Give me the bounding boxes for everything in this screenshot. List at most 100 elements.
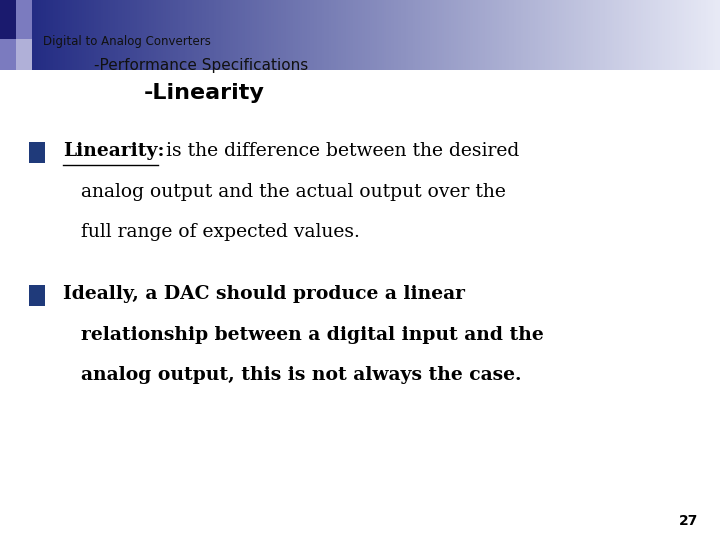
Bar — [329, 0, 333, 70]
Bar — [396, 0, 400, 70]
Bar — [127, 0, 131, 70]
Bar — [552, 0, 556, 70]
Bar — [542, 0, 546, 70]
Bar — [677, 0, 680, 70]
Bar — [156, 0, 160, 70]
Text: 27: 27 — [679, 514, 698, 528]
Bar — [185, 0, 189, 70]
Bar — [485, 0, 489, 70]
Bar — [547, 0, 551, 70]
Bar — [7, 0, 11, 70]
Bar — [81, 0, 86, 70]
Bar — [63, 0, 66, 70]
Bar — [55, 0, 59, 70]
Bar — [194, 0, 198, 70]
Bar — [576, 0, 580, 70]
Bar — [456, 0, 460, 70]
Bar — [502, 0, 505, 70]
Bar — [245, 0, 248, 70]
Bar — [672, 0, 676, 70]
Bar — [182, 0, 186, 70]
Bar — [288, 0, 292, 70]
Bar — [139, 0, 143, 70]
Bar — [639, 0, 642, 70]
Bar — [48, 0, 52, 70]
Bar — [84, 0, 88, 70]
Bar — [101, 0, 104, 70]
Bar — [686, 0, 690, 70]
Bar — [27, 0, 30, 70]
Bar — [151, 0, 155, 70]
Bar — [713, 0, 716, 70]
Bar — [667, 0, 671, 70]
Bar — [221, 0, 225, 70]
Bar — [173, 0, 176, 70]
Bar — [567, 0, 570, 70]
Bar — [670, 0, 673, 70]
Bar — [612, 0, 616, 70]
Bar — [135, 0, 138, 70]
Bar — [482, 0, 486, 70]
Bar — [274, 0, 277, 70]
Bar — [631, 0, 635, 70]
Bar — [207, 0, 210, 70]
Bar — [425, 0, 428, 70]
Bar — [94, 0, 97, 70]
Bar — [252, 0, 256, 70]
Bar — [624, 0, 628, 70]
Bar — [415, 0, 419, 70]
Bar — [711, 0, 714, 70]
Bar — [398, 0, 402, 70]
Bar — [691, 0, 695, 70]
Bar — [180, 0, 184, 70]
Bar — [360, 0, 364, 70]
Bar — [312, 0, 316, 70]
Bar — [675, 0, 678, 70]
Bar — [2, 0, 6, 70]
Bar — [74, 0, 78, 70]
Text: -Linearity: -Linearity — [144, 83, 265, 103]
Bar — [346, 0, 349, 70]
Bar — [540, 0, 544, 70]
Bar — [511, 0, 515, 70]
Bar — [103, 0, 107, 70]
Bar — [153, 0, 158, 70]
Bar — [365, 0, 369, 70]
Bar — [261, 0, 266, 70]
Bar — [432, 0, 436, 70]
Bar — [16, 39, 32, 70]
Bar — [715, 0, 719, 70]
Bar — [293, 0, 297, 70]
Bar — [315, 0, 318, 70]
Bar — [374, 0, 378, 70]
Bar — [117, 0, 122, 70]
Bar — [142, 0, 145, 70]
Bar — [0, 0, 16, 39]
Bar — [434, 0, 438, 70]
Bar — [146, 0, 150, 70]
Bar — [689, 0, 693, 70]
Bar — [588, 0, 592, 70]
Text: analog output, this is not always the case.: analog output, this is not always the ca… — [81, 366, 521, 384]
Bar — [379, 0, 383, 70]
Bar — [286, 0, 289, 70]
Bar — [463, 0, 467, 70]
Bar — [202, 0, 205, 70]
Bar — [495, 0, 498, 70]
Bar — [199, 0, 203, 70]
Bar — [29, 0, 32, 70]
Bar — [297, 0, 302, 70]
Bar — [240, 0, 244, 70]
Bar — [605, 0, 608, 70]
Bar — [413, 0, 417, 70]
Text: full range of expected values.: full range of expected values. — [81, 223, 359, 241]
Bar — [497, 0, 500, 70]
Bar — [132, 0, 136, 70]
Bar — [466, 0, 469, 70]
Bar — [590, 0, 594, 70]
Bar — [216, 0, 220, 70]
Bar — [283, 0, 287, 70]
Bar — [322, 0, 325, 70]
Bar — [228, 0, 232, 70]
Bar — [235, 0, 239, 70]
